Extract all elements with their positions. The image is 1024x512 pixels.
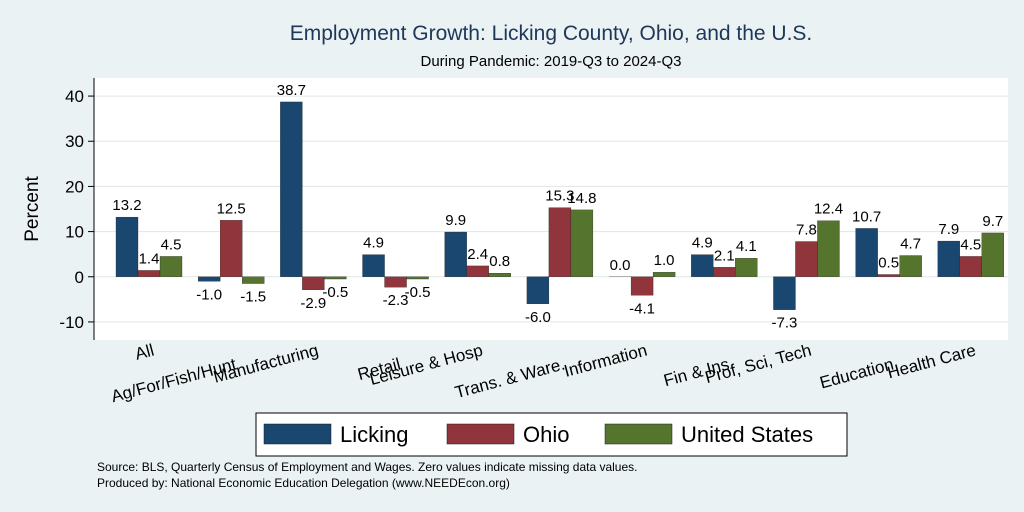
data-label-prof-sci-tech-ohio: 7.8 bbox=[796, 222, 817, 239]
data-label-trans-ware-ohio: 15.3 bbox=[545, 188, 574, 205]
legend-label-ohio: Ohio bbox=[523, 422, 569, 447]
data-label-information-ohio: -4.1 bbox=[629, 300, 655, 317]
data-label-all-licking: 13.2 bbox=[112, 197, 141, 214]
bar-health-care-licking bbox=[937, 240, 960, 277]
bar-education-licking bbox=[855, 228, 878, 277]
y-tick-label: 40 bbox=[65, 87, 84, 106]
legend: Licking Ohio United States bbox=[255, 412, 848, 457]
bar-education-ohio bbox=[877, 274, 900, 277]
data-label-prof-sci-tech-licking: -7.3 bbox=[772, 315, 798, 332]
bar-trans-ware-ohio bbox=[548, 207, 572, 277]
bar-ag-for-fish-hunt-ohio bbox=[220, 220, 243, 277]
chart-subtitle: During Pandemic: 2019-Q3 to 2024-Q3 bbox=[421, 53, 682, 70]
data-label-leisure-hosp-ohio: 2.4 bbox=[467, 246, 488, 263]
data-label-prof-sci-tech-united-states: 12.4 bbox=[814, 201, 843, 218]
data-label-ag-for-fish-hunt-licking: -1.0 bbox=[196, 286, 222, 303]
bar-ag-for-fish-hunt-united-states bbox=[242, 276, 265, 284]
data-label-trans-ware-licking: -6.0 bbox=[525, 309, 551, 326]
bar-prof-sci-tech-licking bbox=[773, 276, 796, 310]
source-note: Source: BLS, Quarterly Census of Employm… bbox=[97, 460, 637, 474]
data-label-manufacturing-licking: 38.7 bbox=[277, 82, 306, 99]
bar-retail-ohio bbox=[384, 276, 407, 288]
data-label-fin-ins-licking: 4.9 bbox=[692, 235, 713, 252]
data-label-leisure-hosp-united-states: 0.8 bbox=[489, 253, 510, 270]
y-tick-label: -10 bbox=[59, 313, 84, 332]
data-label-fin-ins-united-states: 4.1 bbox=[736, 238, 757, 255]
data-label-retail-united-states: -0.5 bbox=[405, 284, 431, 301]
y-axis: -10 0 10 20 30 40 bbox=[59, 78, 95, 340]
bar-trans-ware-united-states bbox=[570, 209, 594, 277]
data-label-manufacturing-united-states: -0.5 bbox=[322, 284, 348, 301]
data-label-education-licking: 10.7 bbox=[852, 208, 881, 225]
y-tick-label: 0 bbox=[75, 268, 84, 287]
bar-information-ohio bbox=[630, 276, 654, 296]
bar-fin-ins-ohio bbox=[713, 267, 736, 277]
bar-leisure-hosp-licking bbox=[444, 231, 467, 277]
bar-manufacturing-ohio bbox=[302, 276, 325, 291]
data-label-trans-ware-united-states: 14.8 bbox=[567, 190, 596, 207]
data-label-leisure-hosp-licking: 9.9 bbox=[445, 212, 466, 229]
data-label-retail-licking: 4.9 bbox=[363, 235, 384, 252]
data-label-health-care-united-states: 9.7 bbox=[982, 213, 1003, 230]
data-label-health-care-licking: 7.9 bbox=[938, 221, 959, 238]
data-label-manufacturing-ohio: -2.9 bbox=[300, 295, 326, 312]
bar-trans-ware-licking bbox=[526, 276, 550, 305]
bar-health-care-united-states bbox=[981, 232, 1004, 277]
y-tick-label: 30 bbox=[65, 132, 84, 151]
legend-swatch-united-states bbox=[604, 423, 673, 445]
legend-swatch-ohio bbox=[446, 423, 515, 445]
y-axis-label: Percent bbox=[22, 176, 43, 242]
bar-health-care-ohio bbox=[959, 256, 982, 277]
data-label-retail-ohio: -2.3 bbox=[383, 292, 409, 309]
data-label-all-ohio: 1.4 bbox=[139, 250, 160, 267]
data-labels: 13.21.44.5-1.012.5-1.538.7-2.9-0.54.9-2.… bbox=[112, 82, 1003, 332]
data-label-information-united-states: 1.0 bbox=[654, 252, 675, 269]
data-label-health-care-ohio: 4.5 bbox=[960, 236, 981, 253]
data-label-fin-ins-ohio: 2.1 bbox=[714, 247, 735, 264]
bars bbox=[115, 101, 1004, 310]
data-label-ag-for-fish-hunt-united-states: -1.5 bbox=[240, 289, 266, 306]
bar-prof-sci-tech-united-states bbox=[817, 220, 840, 277]
bar-manufacturing-united-states bbox=[324, 276, 347, 280]
bar-fin-ins-united-states bbox=[735, 258, 758, 277]
bar-all-ohio bbox=[137, 270, 161, 277]
category-label-all: All bbox=[133, 341, 156, 364]
bar-leisure-hosp-ohio bbox=[466, 265, 489, 277]
legend-box bbox=[255, 412, 848, 457]
legend-label-united-states: United States bbox=[681, 422, 813, 447]
bar-leisure-hosp-united-states bbox=[488, 272, 511, 277]
bar-prof-sci-tech-ohio bbox=[795, 241, 818, 277]
bar-fin-ins-licking bbox=[691, 254, 714, 277]
bar-manufacturing-licking bbox=[280, 101, 303, 277]
legend-label-licking: Licking bbox=[340, 422, 408, 447]
bar-retail-licking bbox=[362, 254, 385, 277]
bar-ag-for-fish-hunt-licking bbox=[198, 276, 221, 282]
legend-swatch-licking bbox=[263, 423, 332, 445]
data-label-ag-for-fish-hunt-ohio: 12.5 bbox=[217, 200, 246, 217]
chart-title: Employment Growth: Licking County, Ohio,… bbox=[290, 22, 813, 45]
data-label-education-ohio: 0.5 bbox=[878, 255, 899, 272]
producer-note: Produced by: National Economic Education… bbox=[97, 476, 510, 490]
bar-information-united-states bbox=[652, 272, 676, 277]
data-label-information-licking: 0.0 bbox=[610, 257, 631, 274]
y-tick-label: 20 bbox=[65, 177, 84, 196]
y-tick-label: 10 bbox=[65, 223, 84, 242]
bar-retail-united-states bbox=[406, 276, 429, 280]
bar-education-united-states bbox=[899, 255, 922, 277]
bar-all-licking bbox=[115, 216, 139, 277]
bar-all-united-states bbox=[159, 256, 183, 277]
data-label-education-united-states: 4.7 bbox=[900, 236, 921, 253]
data-label-all-united-states: 4.5 bbox=[161, 236, 182, 253]
